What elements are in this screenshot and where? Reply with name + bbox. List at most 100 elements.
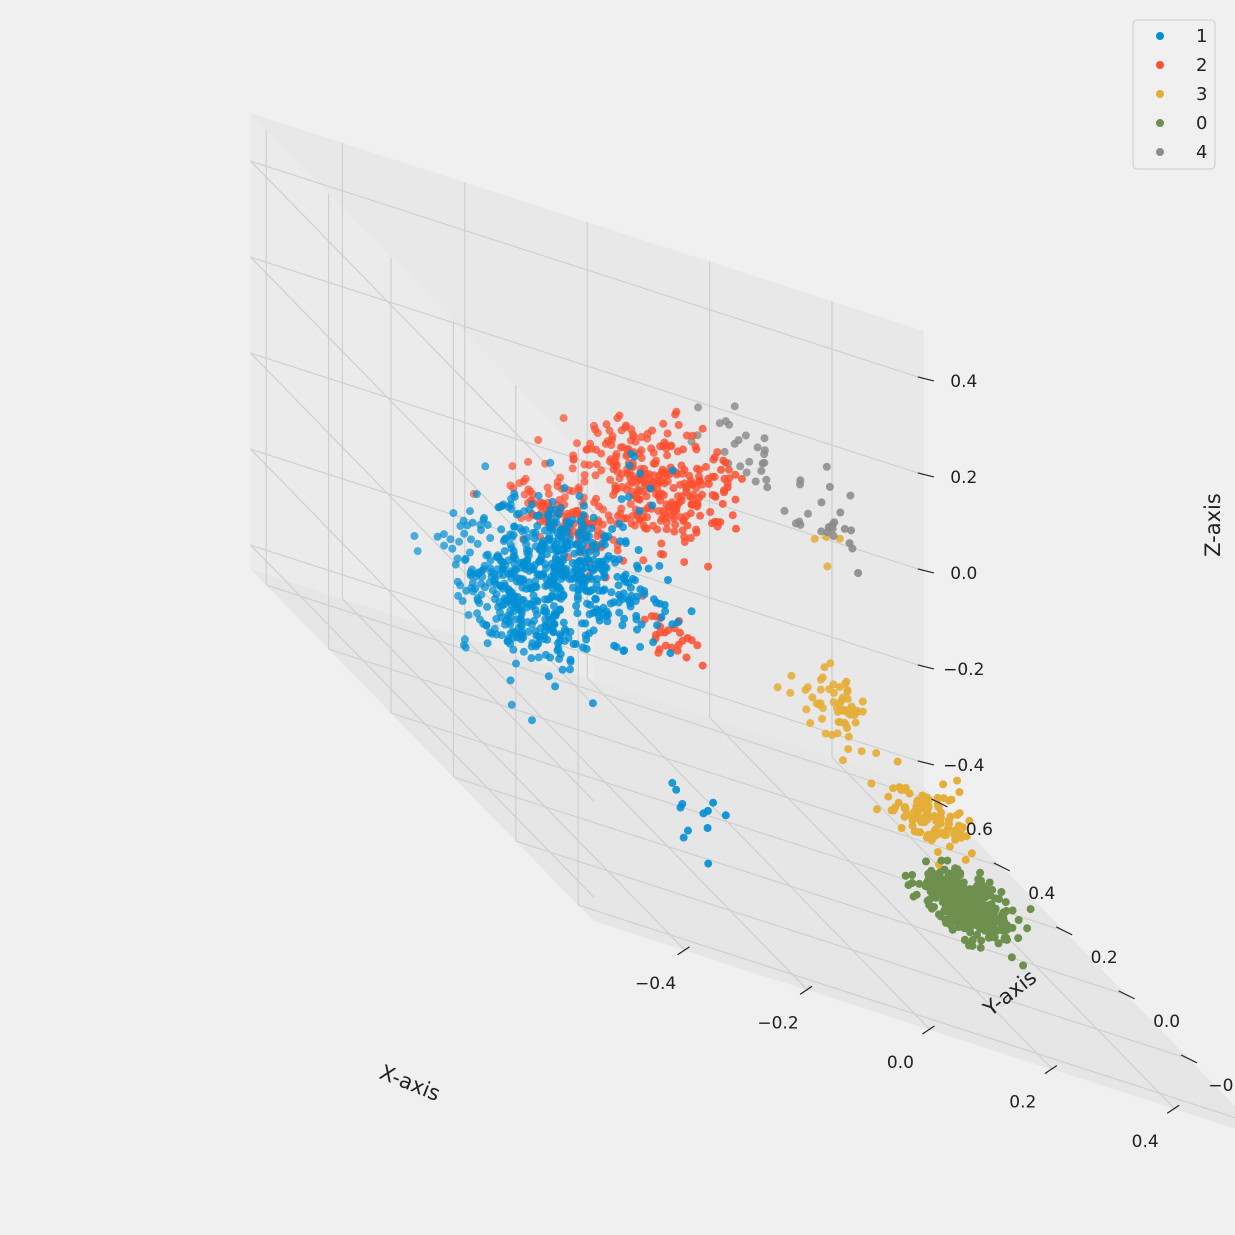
data-point-series-2 (626, 436, 635, 445)
data-point-series-2 (661, 510, 670, 519)
data-point-series-2 (678, 526, 687, 535)
data-point-series-2 (556, 473, 565, 482)
data-point-series-2 (617, 469, 626, 478)
data-point-series-1 (575, 492, 584, 500)
data-point-series-1 (455, 537, 464, 546)
x-grid-line (341, 598, 687, 952)
data-point-series-0 (942, 900, 951, 909)
data-point-series-1 (494, 503, 503, 512)
data-point-series-1 (516, 602, 524, 611)
data-point-series-3 (945, 842, 954, 851)
legend-marker (1156, 61, 1164, 69)
data-point-series-1 (616, 537, 625, 546)
data-point-series-1 (467, 565, 476, 574)
data-point-series-2 (611, 461, 620, 470)
data-point-series-2 (701, 462, 710, 471)
data-point-series-3 (802, 705, 811, 714)
data-point-series-0 (976, 943, 985, 952)
data-point-series-2 (580, 471, 589, 479)
data-point-series-2 (659, 419, 668, 428)
data-point-series-1 (481, 583, 489, 592)
data-point-series-1 (678, 800, 687, 808)
data-point-series-1 (633, 625, 641, 634)
data-point-series-3 (934, 848, 942, 856)
data-point-series-1 (668, 620, 677, 629)
data-point-series-3 (940, 830, 949, 839)
tick-mark (917, 760, 934, 766)
data-point-series-1 (530, 616, 539, 625)
data-point-series-1 (607, 588, 616, 597)
data-point-series-0 (997, 924, 1005, 933)
data-point-series-3 (900, 812, 909, 821)
data-point-series-1 (514, 509, 523, 518)
data-point-series-0 (984, 920, 993, 929)
data-point-series-0 (982, 889, 991, 898)
data-point-series-0 (1026, 905, 1035, 914)
data-point-series-0 (977, 936, 986, 945)
data-point-series-1 (551, 553, 560, 562)
data-point-series-3 (810, 534, 819, 543)
z-tick-label: −0.4 (943, 756, 984, 776)
data-point-series-1 (440, 541, 449, 550)
y-tick-label: 0.2 (1091, 948, 1118, 968)
data-point-series-2 (711, 492, 720, 501)
data-point-series-4 (760, 446, 769, 455)
data-point-series-1 (460, 641, 468, 650)
data-point-series-3 (967, 849, 976, 858)
data-point-series-4 (840, 524, 849, 533)
data-point-series-1 (462, 586, 471, 595)
data-point-series-2 (724, 465, 733, 474)
y-grid-line (515, 840, 1190, 1060)
data-point-series-2 (543, 483, 552, 492)
data-point-series-1 (523, 556, 532, 565)
data-point-series-0 (976, 915, 985, 923)
data-point-series-1 (578, 566, 587, 574)
data-point-series-3 (845, 705, 854, 714)
data-point-series-1 (684, 826, 692, 835)
data-point-series-3 (889, 806, 898, 815)
data-point-series-1 (529, 529, 537, 537)
data-point-series-3 (826, 659, 835, 668)
data-point-series-1 (579, 643, 587, 652)
data-point-series-1 (446, 535, 455, 544)
data-point-series-1 (540, 544, 549, 553)
data-point-series-1 (546, 524, 555, 533)
data-point-series-1 (679, 833, 688, 842)
data-point-series-1 (597, 564, 606, 573)
data-point-series-1 (602, 533, 611, 542)
data-point-series-1 (573, 595, 582, 604)
tick-mark (1044, 1065, 1058, 1075)
data-point-series-4 (720, 447, 729, 456)
data-point-series-2 (682, 431, 691, 440)
data-point-series-3 (843, 724, 852, 732)
data-point-series-2 (731, 495, 740, 504)
data-point-series-2 (673, 500, 682, 509)
data-point-series-1 (532, 512, 541, 520)
data-point-series-2 (593, 429, 602, 437)
data-point-series-1 (618, 621, 627, 630)
data-point-series-3 (851, 718, 860, 727)
data-point-series-1 (517, 563, 526, 572)
data-point-series-1 (464, 611, 473, 619)
data-point-series-1 (592, 549, 601, 557)
data-point-series-3 (893, 757, 902, 766)
data-point-series-1 (624, 492, 633, 501)
data-point-series-1 (506, 620, 515, 629)
data-point-series-1 (557, 503, 566, 512)
data-point-series-4 (845, 539, 854, 548)
data-point-series-1 (603, 617, 612, 626)
data-point-series-1 (637, 620, 646, 629)
data-point-series-4 (854, 569, 863, 577)
data-point-series-1 (615, 519, 624, 528)
data-point-series-1 (571, 640, 580, 648)
data-point-series-1 (460, 529, 469, 538)
data-point-series-1 (507, 505, 516, 514)
x-tick-label: −0.2 (757, 1013, 798, 1033)
data-point-series-2 (669, 484, 678, 492)
data-point-series-3 (920, 818, 929, 827)
data-point-series-1 (560, 484, 569, 492)
data-point-series-1 (492, 614, 501, 623)
data-point-series-1 (554, 510, 563, 519)
data-point-series-4 (825, 482, 834, 491)
data-point-series-0 (961, 935, 969, 944)
